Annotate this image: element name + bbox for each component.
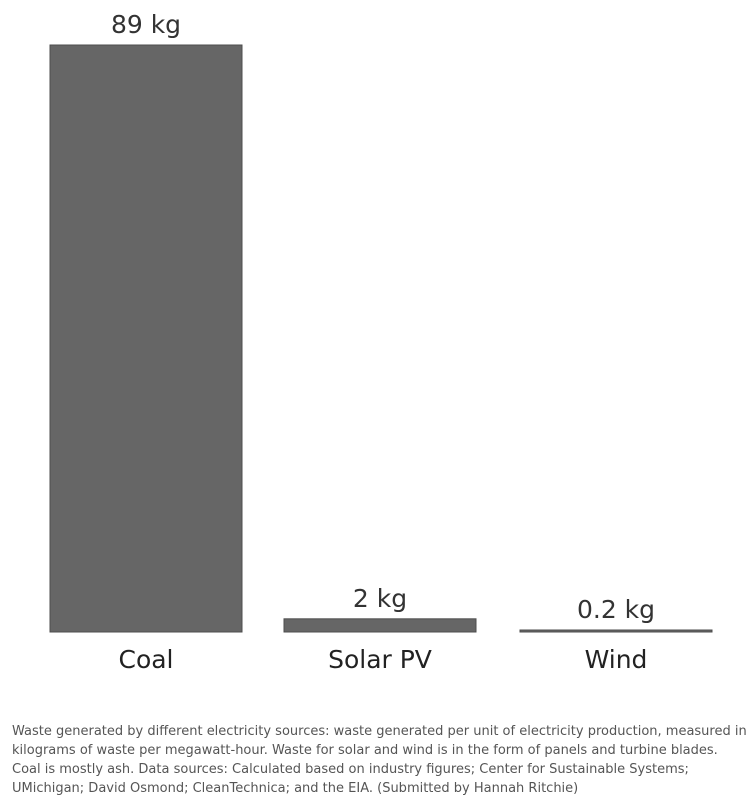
data-label-coal: 89 kg xyxy=(111,10,181,39)
data-label-wind: 0.2 kg xyxy=(577,595,655,624)
chart-caption: Waste generated by different electricity… xyxy=(12,724,747,796)
category-label-solar-pv: Solar PV xyxy=(328,645,432,674)
category-label-wind: Wind xyxy=(585,645,648,674)
bar-solar-pv xyxy=(283,618,477,633)
bar-wind xyxy=(519,629,713,633)
bar-coal xyxy=(49,44,243,633)
data-label-solar-pv: 2 kg xyxy=(353,584,407,613)
category-label-coal: Coal xyxy=(118,645,173,674)
bar-chart: 89 kg Coal 2 kg Solar PV 0.2 kg Wind xyxy=(49,10,713,674)
